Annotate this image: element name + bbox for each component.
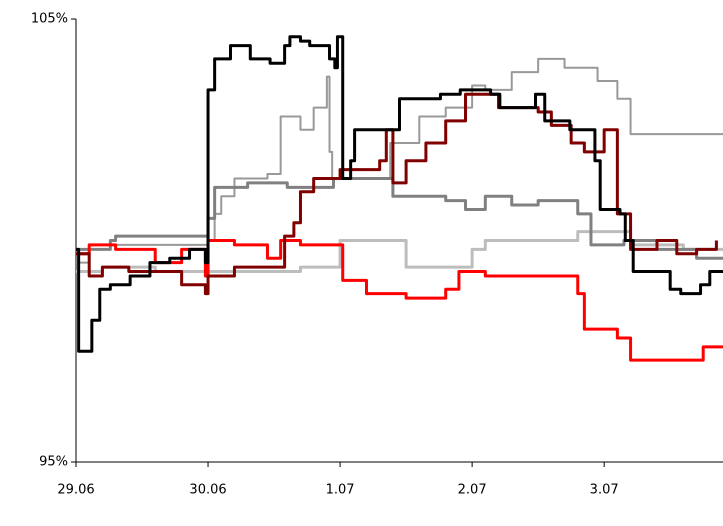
x-tick-label: 2.07 — [458, 483, 487, 498]
series-line — [76, 35, 723, 353]
series-line — [76, 176, 723, 260]
x-tick-label: 1.07 — [326, 483, 355, 498]
x-tick-label: 30.06 — [189, 483, 226, 498]
series-line — [76, 239, 723, 362]
x-tick-label: 3.07 — [590, 483, 619, 498]
x-tick-label: 29.06 — [57, 483, 94, 498]
series-line — [76, 92, 718, 296]
y-tick-label: 95% — [39, 455, 68, 470]
y-tick-label: 105% — [31, 12, 68, 27]
